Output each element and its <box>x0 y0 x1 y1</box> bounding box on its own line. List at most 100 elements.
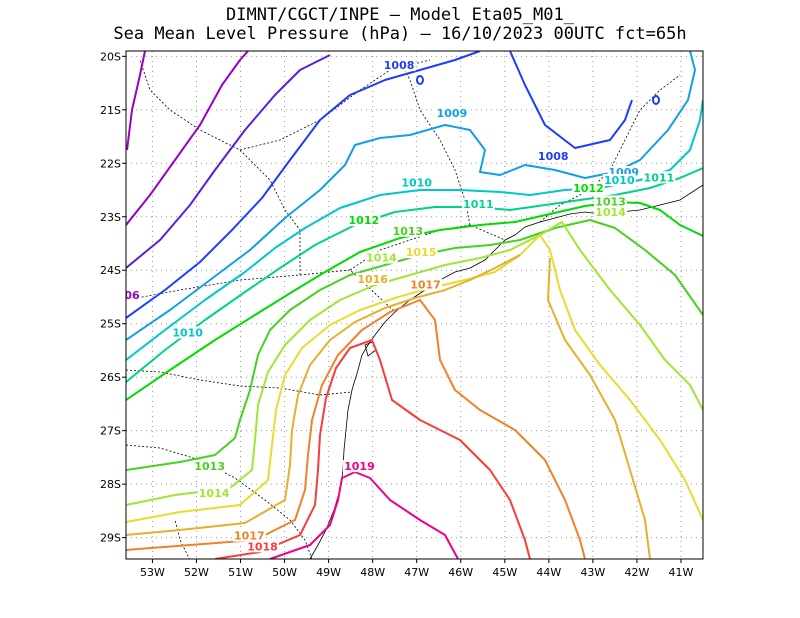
tick-label-lon: 44W <box>536 566 561 579</box>
tick-label-lon: 51W <box>228 566 253 579</box>
isobar-label: 1009 <box>437 107 468 120</box>
tick-label-lat: 24S <box>100 264 121 277</box>
isobar-label-bg <box>193 460 227 473</box>
chart-title-line-2: Sea Mean Level Pressure (hPa) – 16/10/20… <box>113 24 687 44</box>
tick-label-lat: 21S <box>100 104 121 117</box>
tick-label-lat: 28S <box>100 478 121 491</box>
tick-label-lon: 50W <box>272 566 297 579</box>
isobar-1012 <box>126 201 703 401</box>
tick-label-lon: 45W <box>492 566 517 579</box>
isobar-label: 1013 <box>393 225 424 238</box>
tick-label-lon: 42W <box>624 566 649 579</box>
isobar-label: 1015 <box>406 246 437 259</box>
isobar-label-bg <box>365 251 398 264</box>
isobar-1016 <box>126 254 651 559</box>
isobar-label: 1011 <box>463 198 494 211</box>
isobar-label: 006 <box>117 289 140 302</box>
isobar-label: 1011 <box>644 171 675 184</box>
isobar-label: 1018 <box>247 540 278 553</box>
isobar-label-bg <box>356 272 390 285</box>
isobar-1018 <box>214 339 531 559</box>
isobar-label: 1010 <box>172 326 203 339</box>
isobar-1011 <box>126 167 703 383</box>
coastline-and-borders <box>126 59 703 559</box>
isobar-label-bg <box>171 326 205 339</box>
isobar-label-bg <box>536 149 570 162</box>
isobar-label: 1008 <box>384 59 415 72</box>
isobar-label-bg <box>435 107 469 120</box>
tick-label-lon: 48W <box>360 566 385 579</box>
isobar-label-bg <box>594 195 627 208</box>
isobar-label-bg <box>572 182 605 195</box>
tick-label-lon: 52W <box>184 566 209 579</box>
plot-frame <box>125 50 704 560</box>
tick-label-lat: 20S <box>100 50 121 63</box>
isobars <box>126 51 703 559</box>
isobar-label-bg <box>409 278 442 291</box>
isobar-label: 1013 <box>194 460 225 473</box>
tick-label-lon: 53W <box>140 566 165 579</box>
tick-label-lat: 23S <box>100 211 121 224</box>
axis-ticks: 53W 52W 51W 50W 49W 48W 47W 46W 45W 44W 43W 42W 41W 2… <box>100 50 694 579</box>
isobar-label-bg <box>197 486 231 499</box>
isobar-label-bg <box>232 529 266 542</box>
isobar-label-bg <box>126 288 142 301</box>
isobar-label: 1013 <box>595 195 626 208</box>
isobar-label-bg <box>347 214 381 227</box>
tick-label-lon: 43W <box>580 566 605 579</box>
isobar-label-bg <box>594 206 627 219</box>
isobar-1014 <box>126 221 703 506</box>
tick-label-lon: 49W <box>316 566 341 579</box>
isobar-1006 <box>126 51 249 226</box>
isobar-1008-cell <box>416 75 424 85</box>
tick-label-lat: 25S <box>100 318 121 331</box>
tick-label-lat: 26S <box>100 371 121 384</box>
state-border <box>349 224 506 271</box>
tick-label-lon: 41W <box>669 566 694 579</box>
isobar-1017 <box>126 299 586 559</box>
state-border <box>399 59 471 226</box>
state-border <box>126 444 313 559</box>
isobar-1008-cell <box>652 95 660 105</box>
isobar-label-bg <box>400 176 434 189</box>
tick-label-lat: 29S <box>100 532 121 545</box>
isobar-label-bg <box>343 460 376 473</box>
isobar-label-bg <box>391 224 425 237</box>
isobar-label-bg <box>642 171 676 184</box>
isobar-label: 1014 <box>199 487 230 500</box>
isobar-label-bg <box>602 174 636 187</box>
isobar-label-bg <box>382 59 416 72</box>
isobar-label: 1014 <box>366 252 397 265</box>
chart-title-line-1: DIMNT/CGCT/INPE – Model Eta05_M01_ <box>226 5 574 25</box>
isobar-1008 <box>126 51 633 319</box>
state-border <box>126 269 396 313</box>
isobar-label: 1017 <box>410 278 441 291</box>
isobar-label-bg <box>246 540 279 553</box>
tick-label-lat: 27S <box>100 425 121 438</box>
isobar-1015 <box>126 234 703 523</box>
state-border <box>174 519 190 559</box>
coastline <box>309 184 703 559</box>
state-border <box>539 74 681 223</box>
tick-label-lon: 46W <box>448 566 473 579</box>
isobar-label: 1012 <box>349 214 380 227</box>
isobar-label: 1019 <box>344 460 375 473</box>
isobar-label-bg <box>404 246 438 259</box>
isobar-1009 <box>126 51 696 341</box>
isobar-1010 <box>126 99 703 361</box>
tick-label-lat: 22S <box>100 157 121 170</box>
lat-lon-grid <box>126 51 703 559</box>
isobar-label: 1008 <box>538 150 569 163</box>
tick-label-lon: 47W <box>404 566 429 579</box>
isobar-label: 1016 <box>357 273 388 286</box>
isobar-label: 1010 <box>401 177 432 190</box>
isobar-1013 <box>126 219 703 471</box>
isobar-1007 <box>126 54 331 269</box>
isobar-label: 1012 <box>573 182 604 195</box>
isobar-label-bg <box>461 198 495 211</box>
isobar-label: 1017 <box>234 530 265 543</box>
state-border <box>126 369 353 396</box>
isobar-label: 1010 <box>604 174 635 187</box>
